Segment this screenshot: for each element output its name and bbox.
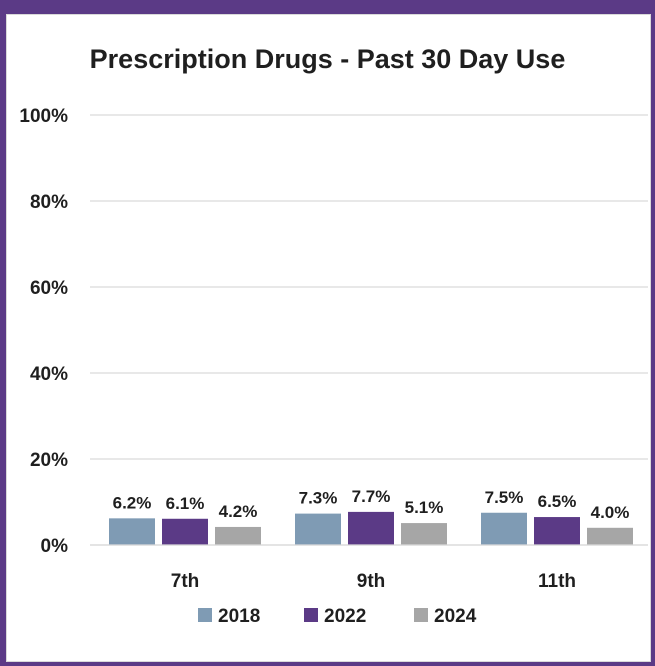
x-tick-label: 9th xyxy=(357,571,386,592)
legend-label: 2022 xyxy=(324,606,366,627)
x-tick-label: 7th xyxy=(171,571,200,592)
x-tick-label: 11th xyxy=(538,571,576,592)
y-tick-label: 80% xyxy=(30,192,68,213)
bar-2022-7th xyxy=(162,518,208,545)
bar-2022-9th xyxy=(348,511,394,545)
bar-2018-7th xyxy=(109,518,155,545)
legend-label: 2018 xyxy=(218,606,260,627)
bar-2018-11th xyxy=(481,512,527,545)
y-tick-label: 0% xyxy=(41,536,69,557)
legend-swatch-2018 xyxy=(198,608,212,622)
data-label: 4.2% xyxy=(219,502,258,521)
data-label: 6.5% xyxy=(538,492,577,511)
data-label: 6.2% xyxy=(113,493,152,512)
bar-2022-11th xyxy=(534,517,580,545)
y-tick-label: 100% xyxy=(19,106,68,127)
chart-frame xyxy=(6,14,651,662)
bar-2024-7th xyxy=(215,526,261,545)
data-label: 5.1% xyxy=(405,498,444,517)
data-label: 4.0% xyxy=(591,503,630,522)
bar-2024-11th xyxy=(587,527,633,545)
chart-title: Prescription Drugs - Past 30 Day Use xyxy=(89,44,566,74)
y-tick-label: 60% xyxy=(30,278,68,299)
data-label: 6.1% xyxy=(166,494,205,513)
data-label: 7.5% xyxy=(485,488,524,507)
y-tick-label: 40% xyxy=(30,364,68,385)
data-label: 7.3% xyxy=(299,489,338,508)
data-label: 7.7% xyxy=(352,487,391,506)
bar-2024-9th xyxy=(401,523,447,545)
legend-label: 2024 xyxy=(434,606,477,627)
bar-2018-9th xyxy=(295,513,341,545)
legend-swatch-2024 xyxy=(414,608,428,622)
y-tick-label: 20% xyxy=(30,450,68,471)
legend-swatch-2022 xyxy=(304,608,318,622)
